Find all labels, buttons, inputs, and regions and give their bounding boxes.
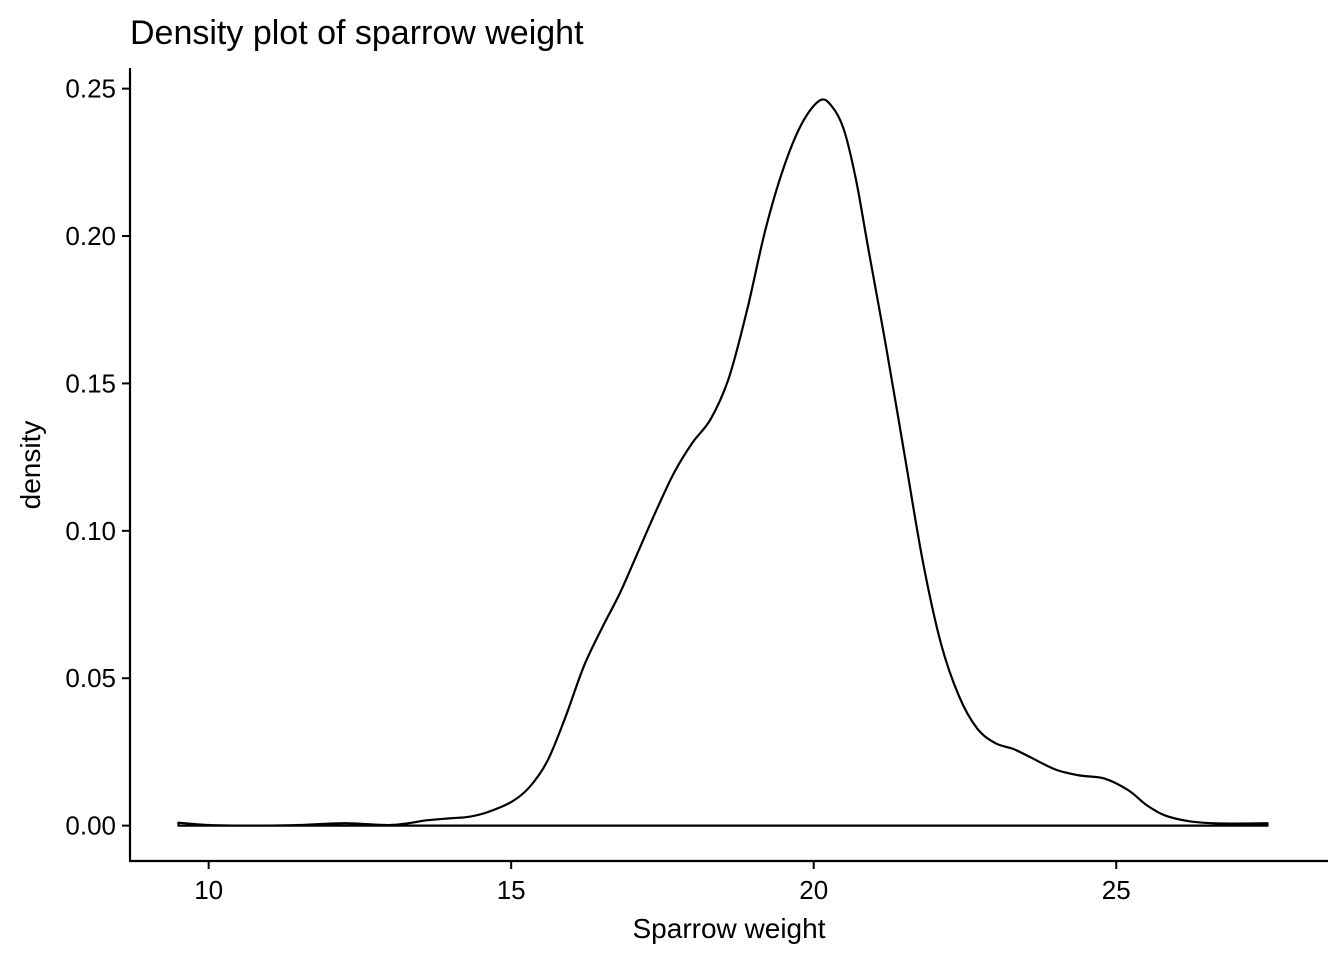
chart-title: Density plot of sparrow weight (130, 14, 584, 52)
y-axis-ticks: 0.00 0.05 0.10 0.15 0.20 0.25 (65, 74, 130, 841)
x-axis-label: Sparrow weight (633, 913, 826, 944)
y-tick-label: 0.20 (65, 221, 116, 251)
x-tick-label: 15 (497, 875, 526, 905)
x-tick-label: 10 (194, 875, 223, 905)
x-axis-ticks: 10 15 20 25 (194, 861, 1131, 905)
y-tick-label: 0.15 (65, 368, 116, 398)
plot-area (177, 98, 1269, 827)
y-tick-label: 0.00 (65, 811, 116, 841)
y-tick-label: 0.10 (65, 516, 116, 546)
x-tick-label: 25 (1102, 875, 1131, 905)
y-tick-label: 0.25 (65, 74, 116, 104)
x-tick-label: 20 (799, 875, 828, 905)
density-curve (177, 98, 1269, 827)
y-tick-label: 0.05 (65, 663, 116, 693)
y-axis-label: density (15, 421, 46, 510)
